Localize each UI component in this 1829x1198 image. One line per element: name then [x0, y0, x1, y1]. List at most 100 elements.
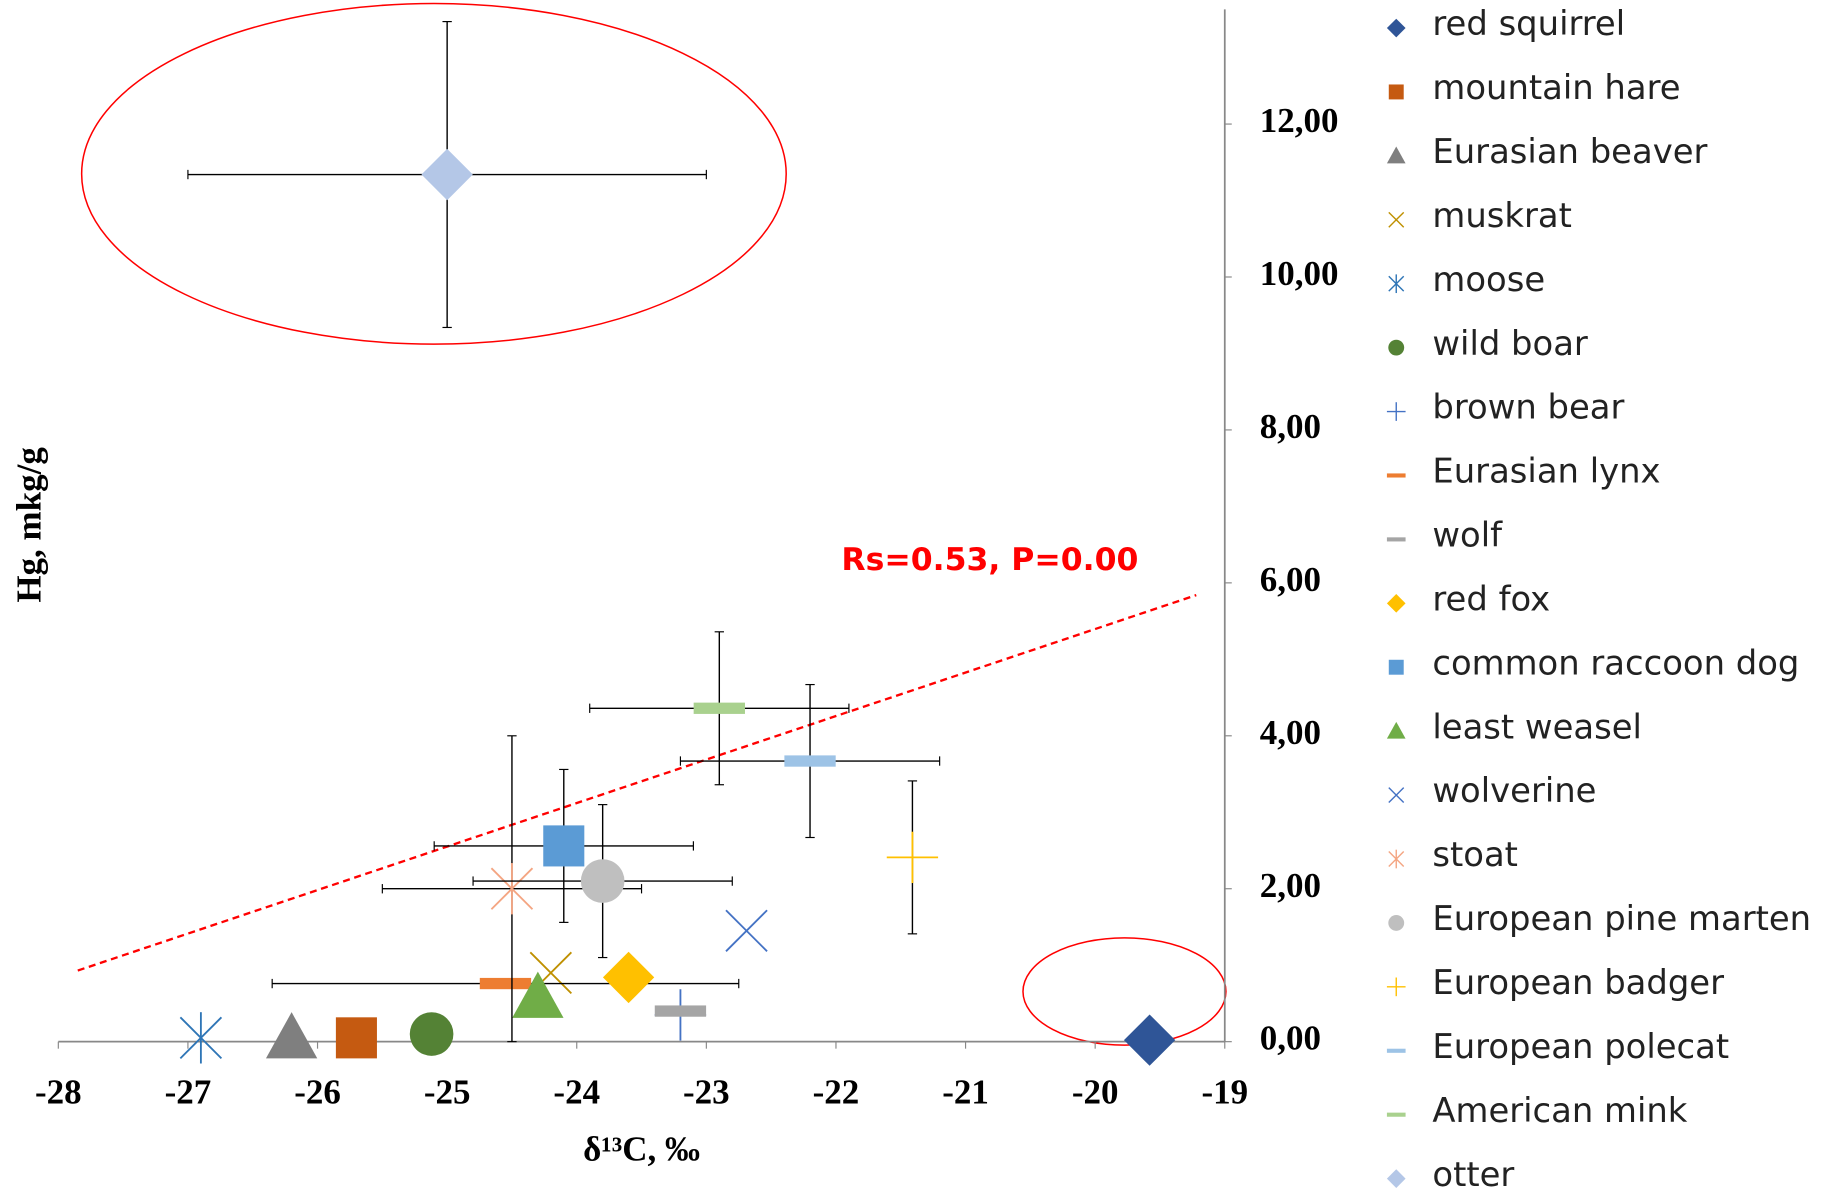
marker-shape — [1386, 721, 1406, 739]
legend-marker — [1388, 274, 1405, 294]
legend-label: common raccoon dog — [1432, 643, 1799, 682]
y-axis-title: Hg, mkg/g — [10, 447, 49, 603]
marker-stroke — [1388, 211, 1405, 228]
legend-label: red squirrel — [1432, 4, 1625, 43]
marker-stroke — [1388, 275, 1405, 292]
marker-shape — [1386, 593, 1406, 613]
legend-label: American mink — [1432, 1091, 1687, 1130]
marker-shape — [580, 859, 625, 903]
legend-marker — [1386, 1169, 1406, 1188]
legend-label: moose — [1432, 260, 1545, 299]
legend-marker — [1388, 339, 1405, 356]
legend-label: mountain hare — [1432, 68, 1680, 107]
legend-marker — [1388, 914, 1405, 931]
x-tick-label: -23 — [683, 1072, 730, 1111]
legend-marker — [1386, 1112, 1406, 1117]
marker-shape — [784, 755, 836, 767]
data-point — [409, 1012, 454, 1056]
x-tick-label: -19 — [1201, 1072, 1248, 1111]
data-point — [654, 1005, 707, 1017]
x-tick-label: -20 — [1072, 1072, 1119, 1111]
data-point — [602, 951, 655, 1004]
marker-shape — [479, 977, 532, 990]
legend-label: otter — [1432, 1155, 1514, 1194]
legend-label: wild boar — [1432, 324, 1588, 363]
y-tick-label: 4,00 — [1260, 713, 1321, 752]
marker-shape — [1386, 1169, 1406, 1188]
marker-shape — [1386, 18, 1406, 38]
marker-shape — [409, 1012, 454, 1056]
legend-label: muskrat — [1432, 196, 1571, 235]
legend-marker — [1386, 977, 1406, 997]
legend-label: least weasel — [1432, 707, 1642, 746]
x-tick-label: -26 — [294, 1072, 341, 1111]
data-point — [512, 971, 564, 1018]
legend-label: European polecat — [1432, 1027, 1729, 1066]
legend-marker — [1386, 146, 1406, 164]
legend-label: wolf — [1432, 516, 1503, 555]
legend-marker — [1386, 1048, 1406, 1053]
marker-shape — [1386, 146, 1406, 164]
x-tick-label: -25 — [424, 1072, 471, 1111]
marker-shape — [1386, 1112, 1406, 1117]
marker-shape — [1123, 1014, 1176, 1066]
marker-shape — [1388, 659, 1404, 675]
marker-stroke — [179, 1016, 223, 1060]
y-tick-label: 8,00 — [1260, 407, 1321, 446]
marker-shape — [1388, 84, 1404, 100]
marker-stroke — [725, 909, 768, 952]
y-tick-label: 0,00 — [1260, 1019, 1321, 1058]
legend-label: Eurasian beaver — [1432, 132, 1707, 171]
legend-marker — [1388, 787, 1405, 804]
x-tick-label: -21 — [942, 1072, 989, 1111]
legend-label: red fox — [1432, 579, 1550, 618]
marker-shape — [693, 702, 745, 714]
legend-marker — [1386, 593, 1406, 613]
marker-shape — [1388, 914, 1405, 931]
marker-shape — [335, 1017, 377, 1059]
data-point — [421, 148, 473, 201]
marker-stroke — [490, 867, 534, 910]
data-point — [886, 831, 939, 884]
data-point — [265, 1012, 318, 1059]
x-tick-label: -28 — [35, 1072, 82, 1111]
marker-shape — [1386, 1048, 1406, 1053]
y-tick-label: 12,00 — [1260, 101, 1339, 140]
y-tick-label: 2,00 — [1260, 866, 1321, 905]
x-tick-label: -22 — [813, 1072, 860, 1111]
marker-shape — [421, 148, 473, 201]
y-tick-label: 6,00 — [1260, 560, 1321, 599]
marker-shape — [512, 971, 564, 1018]
highlight-ellipse — [1022, 937, 1227, 1046]
annotation: Rs=0.53, P=0.00 — [841, 542, 1138, 578]
highlight-ellipse — [80, 2, 787, 345]
legend-marker — [1388, 659, 1404, 675]
marker-shape — [654, 1005, 707, 1017]
marker-shape — [602, 951, 655, 1004]
marker-shape — [1388, 339, 1405, 356]
data-point — [725, 909, 768, 952]
marker-stroke — [1388, 851, 1405, 867]
marker-shape — [1386, 537, 1406, 542]
legend-marker — [1388, 211, 1405, 228]
legend-label: European pine marten — [1432, 899, 1811, 938]
legend-marker — [1386, 473, 1406, 478]
legend-marker — [1386, 18, 1406, 38]
legend-label: European badger — [1432, 963, 1724, 1002]
data-point — [1123, 1014, 1176, 1066]
data-point — [543, 825, 585, 867]
legend-marker — [1388, 849, 1405, 869]
data-point — [179, 1012, 223, 1064]
legend-marker — [1386, 721, 1406, 739]
marker-shape — [265, 1012, 318, 1059]
marker-shape — [1386, 473, 1406, 478]
x-axis-title: δ¹³C, ‰ — [583, 1130, 700, 1169]
legend-label: Eurasian lynx — [1432, 452, 1660, 491]
legend-marker — [1388, 84, 1404, 100]
x-tick-label: -27 — [165, 1072, 212, 1111]
legend-marker — [1386, 402, 1406, 421]
data-point — [693, 702, 745, 714]
trendline — [77, 593, 1197, 972]
